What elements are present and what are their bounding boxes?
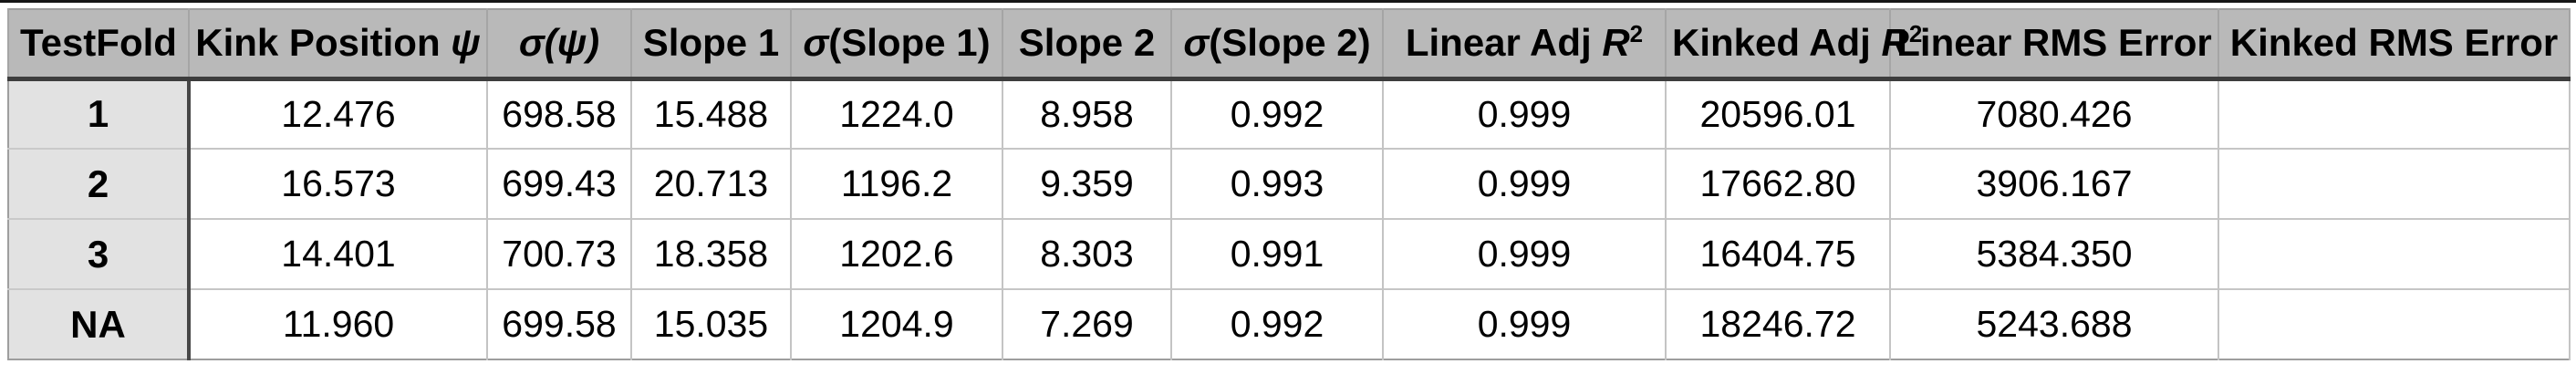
cell-kink-position: 16.573 bbox=[188, 148, 488, 219]
table-row-fold-3: 3 14.401 700.73 18.358 1202.6 8.303 0.99… bbox=[8, 218, 2571, 289]
col-header-sigma-slope1: σ(Slope 1) bbox=[790, 9, 1003, 81]
cv-results-table: TestFold Kink Position ψ σ(ψ) Slope 1 σ(… bbox=[7, 8, 2571, 360]
cell-linear-adj-r2: 0.999 bbox=[1382, 148, 1667, 219]
col-header-kinked-rms-error: Kinked RMS Error bbox=[2218, 9, 2571, 81]
cell-kink-position: 14.401 bbox=[188, 218, 488, 289]
cell-kinked-rms-error bbox=[2218, 148, 2571, 219]
cell-slope2: 8.303 bbox=[1002, 218, 1172, 289]
cell-slope2: 8.958 bbox=[1002, 78, 1172, 149]
cell-sigma-slope1: 1202.6 bbox=[790, 218, 1003, 289]
cell-sigma-slope1: 1204.9 bbox=[790, 288, 1003, 359]
cell-sigma-psi: 700.73 bbox=[486, 218, 632, 289]
cell-linear-rms-error: 7080.426 bbox=[1889, 78, 2219, 149]
col-header-slope2: Slope 2 bbox=[1002, 9, 1172, 81]
cell-slope1: 15.488 bbox=[630, 78, 792, 149]
cell-kinked-adj-r2: 18246.72 bbox=[1665, 288, 1891, 359]
cell-slope1: 15.035 bbox=[630, 288, 792, 359]
cell-sigma-slope2: 0.993 bbox=[1170, 148, 1384, 219]
cell-sigma-slope2: 0.992 bbox=[1170, 78, 1384, 149]
cell-linear-adj-r2: 0.999 bbox=[1382, 218, 1667, 289]
col-header-kinked-adj-r2: Kinked Adj R2 bbox=[1665, 9, 1922, 81]
cell-slope2: 7.269 bbox=[1002, 288, 1172, 359]
cell-kinked-rms-error bbox=[2218, 78, 2571, 149]
cell-linear-rms-error: 3906.167 bbox=[1889, 148, 2219, 219]
cell-linear-rms-error: 5384.350 bbox=[1889, 218, 2219, 289]
table-row-fold-2: 2 16.573 699.43 20.713 1196.2 9.359 0.99… bbox=[8, 148, 2571, 219]
cell-kinked-adj-r2: 16404.75 bbox=[1665, 218, 1891, 289]
table-row-fold-na: NA 11.960 699.58 15.035 1204.9 7.269 0.9… bbox=[8, 288, 2571, 359]
cell-sigma-psi: 699.43 bbox=[486, 148, 632, 219]
cell-kink-position: 12.476 bbox=[188, 78, 488, 149]
cell-linear-adj-r2: 0.999 bbox=[1382, 78, 1667, 149]
cell-kink-position: 11.960 bbox=[188, 288, 488, 359]
table-header-row: TestFold Kink Position ψ σ(ψ) Slope 1 σ(… bbox=[7, 9, 2571, 81]
cell-sigma-slope2: 0.991 bbox=[1170, 218, 1384, 289]
col-header-sigma-psi: σ(ψ) bbox=[486, 9, 632, 81]
col-header-linear-rms-error: Linear RMS Error bbox=[1889, 9, 2219, 81]
cell-slope1: 18.358 bbox=[630, 218, 792, 289]
cell-kinked-rms-error bbox=[2218, 218, 2571, 289]
cell-linear-rms-error: 5243.688 bbox=[1889, 288, 2219, 359]
row-header-fold: 1 bbox=[8, 78, 191, 149]
cell-kinked-adj-r2: 20596.01 bbox=[1665, 78, 1891, 149]
col-header-slope1: Slope 1 bbox=[630, 9, 792, 81]
cell-sigma-slope1: 1196.2 bbox=[790, 148, 1003, 219]
row-header-fold: 2 bbox=[8, 148, 191, 219]
col-header-kink-position: Kink Position ψ bbox=[188, 9, 488, 81]
cell-sigma-slope1: 1224.0 bbox=[790, 78, 1003, 149]
cell-kinked-rms-error bbox=[2218, 288, 2571, 359]
table-row-fold-1: 1 12.476 698.58 15.488 1224.0 8.958 0.99… bbox=[8, 78, 2571, 149]
cell-slope2: 9.359 bbox=[1002, 148, 1172, 219]
cell-slope1: 20.713 bbox=[630, 148, 792, 219]
col-header-sigma-slope2: σ(Slope 2) bbox=[1170, 9, 1384, 81]
cell-sigma-psi: 698.58 bbox=[486, 78, 632, 149]
window-top-edge bbox=[0, 0, 2576, 3]
row-header-fold: NA bbox=[8, 288, 191, 359]
cell-sigma-slope2: 0.992 bbox=[1170, 288, 1384, 359]
cell-linear-adj-r2: 0.999 bbox=[1382, 288, 1667, 359]
cell-kinked-adj-r2: 17662.80 bbox=[1665, 148, 1891, 219]
cell-sigma-psi: 699.58 bbox=[486, 288, 632, 359]
col-header-linear-adj-r2: Linear Adj R2 bbox=[1382, 9, 1667, 81]
col-header-testfold: TestFold bbox=[7, 9, 190, 81]
row-header-fold: 3 bbox=[8, 218, 191, 289]
